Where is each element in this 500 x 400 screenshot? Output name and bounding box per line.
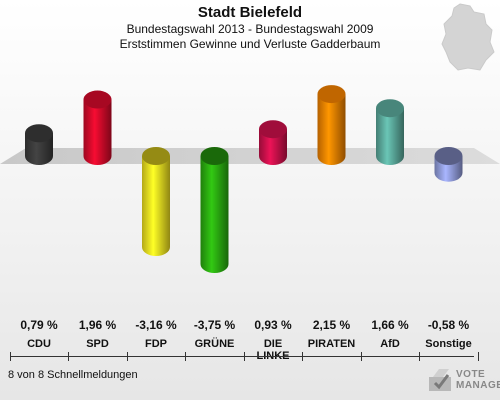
bar-body [83,99,112,156]
category-separator [419,352,420,361]
bar-body [142,156,170,248]
category-separator [478,352,479,361]
chart-subtitle-2: Erststimmen Gewinne und Verluste Gadderb… [119,37,381,51]
bar-top-cap [376,99,404,118]
bar-top-cap [25,124,53,143]
category-separator [10,352,11,361]
bar-top-cap [317,85,346,104]
value-label: 1,96 % [78,318,117,332]
value-label: 0,79 % [20,318,58,332]
footer-note: 8 von 8 Schnellmeldungen [8,369,138,381]
value-labels: 0,79 % 1,96 % -3,16 % -3,75 % 0,93 % 2,15 % 1,… [0,318,500,334]
category-separator [361,352,362,361]
category-label-line: Sonstige [425,338,472,350]
value-label: -3,75 % [193,318,236,332]
category-label: CDU [11,338,67,350]
chart-baseline-plane [0,148,500,164]
category-separator [185,352,186,361]
value-label: -0,58 % [427,318,470,332]
category-label-line: FDP [145,338,167,350]
bar-top-cap [142,147,170,165]
bar-die-linke [259,120,287,165]
bar-body [200,156,229,264]
category-label: AfD [362,338,418,350]
chart-titles: Stadt Bielefeld Bundestagswahl 2013 - Bu… [0,3,500,52]
category-separator [127,352,128,361]
votemanager-wordmark: VOTE MANAGER [456,369,500,391]
value-label: 0,93 % [254,318,292,332]
chart-subtitle-1: Bundestagswahl 2013 - Bundestagswahl 200… [126,22,374,36]
bar-body [317,94,346,156]
category-label-line: SPD [86,338,109,350]
category-label-line: PIRATEN [307,338,356,350]
category-axis-line [10,356,474,357]
votemanager-logo-icon [429,369,451,391]
bar-fdp [142,147,170,257]
bar-cdu [25,124,53,165]
brand-line-1: VOTE [456,369,486,380]
chart-title: Stadt Bielefeld [197,4,303,21]
bar-top-cap [434,147,463,165]
germany-map-icon [441,3,495,71]
category-label: PIRATEN [304,338,360,350]
category-label-line: AfD [380,338,400,350]
bar-afd [376,99,404,165]
category-label-line: DIE [263,338,283,350]
bar-top-cap [200,147,229,165]
value-label: 1,66 % [371,318,409,332]
category-separator [244,352,245,361]
bar-grüne [200,147,229,273]
category-labels: CDU SPD FDP GRÜNE DIE LINKE PIRATEN AfD Sonstige [0,338,500,368]
bar-top-cap [83,90,112,109]
chart-bars [25,85,463,273]
category-label: GRÜNE [187,338,243,350]
votemanager-logo: VOTE MANAGER [428,365,500,395]
value-label: 2,15 % [312,318,351,332]
value-label: -3,16 % [135,318,177,332]
category-label: SPD [70,338,126,350]
category-label: DIE LINKE [245,338,301,362]
category-label-line: CDU [27,338,51,350]
category-label: Sonstige [421,338,477,350]
brand-line-2: MANAGER [456,380,500,391]
category-label: FDP [128,338,184,350]
bar-sonstige [434,147,463,182]
category-separator [68,352,69,361]
category-separator [302,352,303,361]
bar-spd [83,90,112,165]
bar-piraten [317,85,346,165]
category-label-line: GRÜNE [194,338,235,350]
bar-top-cap [259,120,287,139]
